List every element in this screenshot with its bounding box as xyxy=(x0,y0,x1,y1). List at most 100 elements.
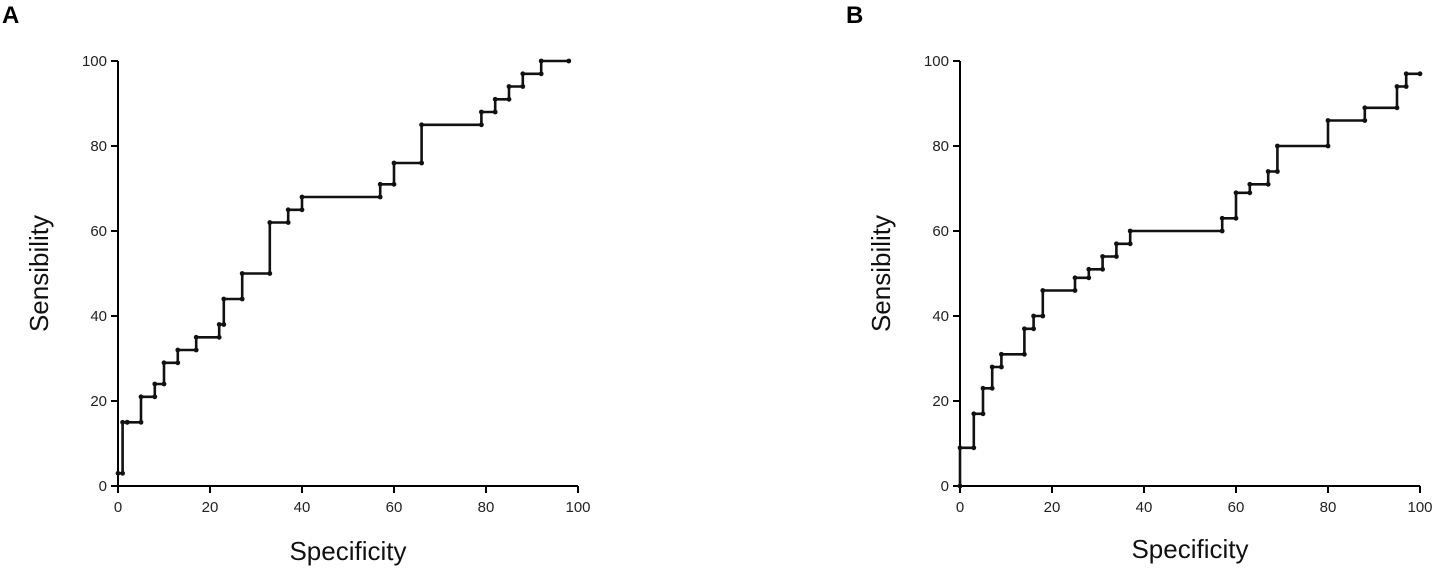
x-axis-title: Specificity xyxy=(289,536,406,566)
panel-a: A 0 20 40 60 80 100 0 20 40 60 80 100 Specificity Sen… xyxy=(2,2,591,566)
roc-point xyxy=(1325,118,1331,123)
x-tick-label: 100 xyxy=(1407,499,1432,516)
y-tick-label: 20 xyxy=(90,393,107,410)
roc-point xyxy=(538,58,544,64)
roc-point xyxy=(1072,288,1078,293)
roc-point xyxy=(492,96,498,102)
y-tick-label: 100 xyxy=(82,53,107,70)
roc-point xyxy=(1100,254,1105,259)
roc-point xyxy=(1114,254,1119,259)
roc-point xyxy=(492,109,498,115)
panel-label: B xyxy=(846,2,864,29)
roc-point xyxy=(120,419,125,425)
x-axis-title: Specificity xyxy=(1131,534,1248,564)
roc-point xyxy=(120,470,125,476)
roc-point xyxy=(1394,105,1400,111)
x-tick-label: 60 xyxy=(1228,499,1245,516)
roc-point xyxy=(193,347,199,353)
roc-point xyxy=(1086,275,1092,281)
roc-point xyxy=(1233,190,1239,196)
y-tick-label: 60 xyxy=(932,223,949,240)
roc-curve-line xyxy=(118,59,569,475)
roc-point xyxy=(216,334,222,340)
roc-point xyxy=(377,181,383,187)
roc-point xyxy=(1362,118,1368,123)
roc-point xyxy=(479,122,484,128)
roc-point xyxy=(1072,275,1078,281)
roc-point xyxy=(1394,84,1400,89)
roc-point xyxy=(285,220,291,225)
roc-point xyxy=(138,419,144,425)
y-tick-label: 0 xyxy=(941,478,949,495)
y-tick-label: 20 xyxy=(932,393,949,410)
roc-point xyxy=(267,220,273,225)
roc-point xyxy=(1031,313,1036,319)
roc-point xyxy=(1031,326,1036,332)
roc-chart-a: 0 20 40 60 80 100 0 20 40 60 80 100 Specificity Sensi… xyxy=(24,53,591,566)
roc-point xyxy=(1275,169,1280,174)
roc-point xyxy=(239,271,245,276)
roc-point xyxy=(1417,71,1423,77)
x-tick-label: 0 xyxy=(956,499,964,516)
roc-point xyxy=(115,470,121,476)
y-tick-label: 80 xyxy=(90,138,107,155)
y-tick-label: 40 xyxy=(90,308,107,325)
y-tick-label: 0 xyxy=(99,478,107,495)
roc-point xyxy=(957,445,963,451)
roc-point xyxy=(1403,84,1409,89)
roc-point xyxy=(221,296,227,302)
roc-point xyxy=(267,271,273,276)
panel-b: B 0 20 40 60 80 100 0 20 40 60 80 100 Specificity Sen… xyxy=(720,0,1440,585)
y-tick-label: 60 xyxy=(90,223,107,240)
roc-point xyxy=(1086,266,1092,272)
roc-point xyxy=(221,322,227,327)
roc-point xyxy=(506,84,512,89)
roc-point xyxy=(980,385,986,391)
roc-point xyxy=(971,411,977,417)
roc-point xyxy=(999,364,1004,370)
x-tick-label: 100 xyxy=(565,499,590,516)
roc-point xyxy=(419,122,424,128)
roc-point xyxy=(1325,143,1331,149)
roc-point xyxy=(971,445,977,451)
roc-point xyxy=(1022,326,1027,332)
roc-chart-b: 0 20 40 60 80 100 0 20 40 60 80 100 Specificity Sensi… xyxy=(866,53,1433,564)
roc-point xyxy=(520,84,526,89)
roc-point xyxy=(1275,143,1280,149)
roc-point xyxy=(999,351,1004,357)
roc-point xyxy=(1127,241,1133,247)
roc-point xyxy=(419,160,424,166)
roc-point xyxy=(216,322,222,327)
roc-point xyxy=(391,160,397,166)
roc-point xyxy=(1403,71,1409,77)
roc-point xyxy=(479,109,484,115)
roc-point xyxy=(161,381,167,387)
y-axis-title: Sensibility xyxy=(866,215,896,332)
x-tick-label: 40 xyxy=(294,499,311,516)
roc-point xyxy=(566,58,572,64)
roc-point xyxy=(980,411,986,417)
roc-point xyxy=(1233,215,1239,221)
roc-point xyxy=(989,385,995,391)
roc-point xyxy=(538,71,544,77)
roc-point xyxy=(175,360,181,366)
roc-point xyxy=(989,364,995,370)
roc-point xyxy=(138,394,144,400)
roc-point xyxy=(1219,215,1225,221)
roc-point xyxy=(520,71,526,77)
x-tick-label: 80 xyxy=(478,499,495,516)
x-tick-label: 80 xyxy=(1320,499,1337,516)
x-tick-label: 40 xyxy=(1136,499,1153,516)
roc-point xyxy=(1022,351,1027,357)
roc-curve-line xyxy=(958,72,1420,486)
roc-point xyxy=(1265,181,1271,187)
roc-point xyxy=(1100,266,1105,272)
roc-point xyxy=(239,296,245,302)
roc-point xyxy=(124,419,130,425)
roc-point xyxy=(1362,105,1368,111)
y-tick-label: 40 xyxy=(932,308,949,325)
y-tick-label: 100 xyxy=(924,53,949,70)
roc-point xyxy=(1265,169,1271,174)
x-tick-label: 0 xyxy=(114,499,122,516)
roc-point xyxy=(957,483,963,489)
